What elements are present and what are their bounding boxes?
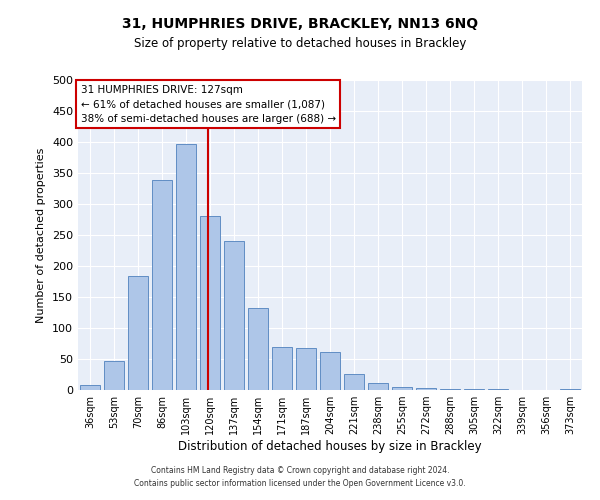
Bar <box>440 389 460 390</box>
Text: Contains HM Land Registry data © Crown copyright and database right 2024.
Contai: Contains HM Land Registry data © Crown c… <box>134 466 466 487</box>
Y-axis label: Number of detached properties: Number of detached properties <box>37 148 46 322</box>
Bar <box>320 352 340 390</box>
Bar <box>344 374 364 390</box>
Bar <box>104 362 124 390</box>
Bar <box>392 387 412 390</box>
Bar <box>248 308 268 390</box>
Text: 31, HUMPHRIES DRIVE, BRACKLEY, NN13 6NQ: 31, HUMPHRIES DRIVE, BRACKLEY, NN13 6NQ <box>122 18 478 32</box>
Bar <box>416 388 436 390</box>
Bar <box>272 346 292 390</box>
Bar <box>152 180 172 390</box>
Bar <box>80 385 100 390</box>
Bar <box>176 144 196 390</box>
Text: 31 HUMPHRIES DRIVE: 127sqm
← 61% of detached houses are smaller (1,087)
38% of s: 31 HUMPHRIES DRIVE: 127sqm ← 61% of deta… <box>80 84 335 124</box>
Bar <box>128 276 148 390</box>
Bar <box>296 348 316 390</box>
Text: Size of property relative to detached houses in Brackley: Size of property relative to detached ho… <box>134 38 466 51</box>
Bar <box>368 382 388 390</box>
X-axis label: Distribution of detached houses by size in Brackley: Distribution of detached houses by size … <box>178 440 482 453</box>
Bar <box>200 216 220 390</box>
Bar <box>224 241 244 390</box>
